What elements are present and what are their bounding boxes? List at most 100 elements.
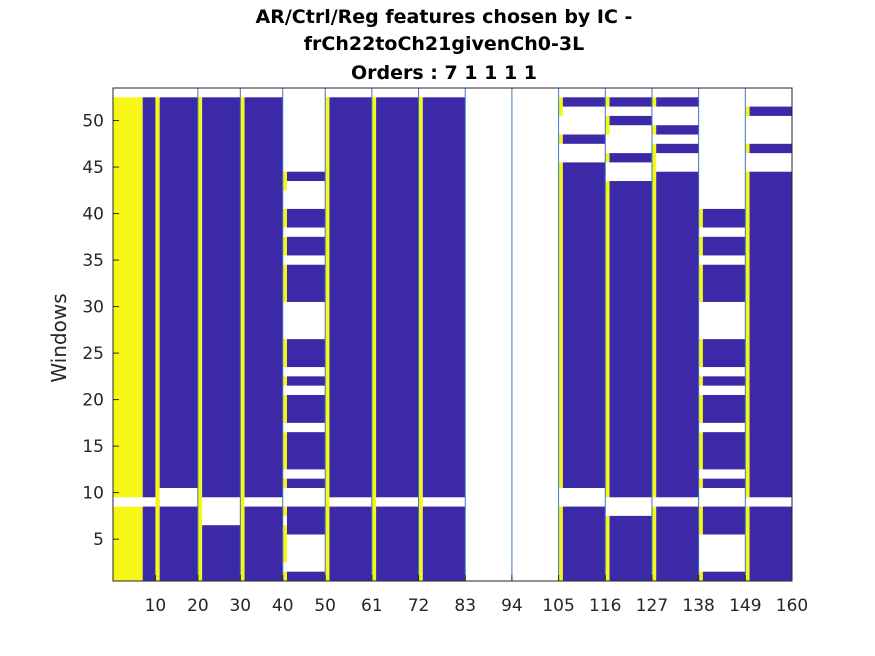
chosen-feature-cell <box>656 143 699 154</box>
order-feature-cell <box>282 506 287 516</box>
order-feature-cell <box>651 125 657 135</box>
x-tick-label: 61 <box>361 596 383 616</box>
order-feature-cell <box>605 181 610 498</box>
order-feature-cell <box>698 432 703 470</box>
chosen-feature-cell <box>702 339 746 368</box>
order-feature-cell <box>651 97 657 107</box>
order-feature-cell <box>745 171 750 498</box>
order-feature-cell <box>651 506 657 581</box>
x-tick-label: 94 <box>501 596 523 616</box>
chosen-feature-cell <box>609 115 652 126</box>
order-feature-cell <box>371 97 377 582</box>
order-feature-cell <box>698 339 703 368</box>
title-line-2: frCh22toCh21givenCh0-3L <box>304 33 584 55</box>
chosen-feature-cell <box>422 506 466 581</box>
x-tick-label: 10 <box>145 596 167 616</box>
order-feature-cell <box>698 264 703 302</box>
order-feature-cell <box>282 208 287 228</box>
chosen-feature-cell <box>142 506 156 581</box>
x-tick-label: 40 <box>272 596 294 616</box>
chosen-feature-cell <box>702 432 746 470</box>
chosen-feature-cell <box>702 506 746 535</box>
chosen-feature-cell <box>142 97 156 498</box>
chosen-feature-cell <box>244 506 283 581</box>
order-feature-cell <box>113 97 143 498</box>
chosen-feature-cell <box>702 394 746 423</box>
chosen-feature-cell <box>286 264 326 302</box>
order-feature-cell <box>698 236 703 256</box>
order-feature-cell <box>282 571 287 581</box>
x-tick-label: 149 <box>729 596 761 616</box>
chosen-feature-cell <box>244 97 283 498</box>
y-tick-label: 5 <box>93 530 104 550</box>
y-tick-label: 35 <box>82 251 104 271</box>
chosen-feature-cell <box>656 171 699 498</box>
order-feature-cell <box>282 432 287 470</box>
x-tick-label: 138 <box>682 596 714 616</box>
x-tick-label: 50 <box>314 596 336 616</box>
chosen-feature-cell <box>286 339 326 368</box>
order-feature-cell <box>558 162 563 488</box>
order-feature-cell <box>113 506 143 581</box>
order-feature-cell <box>745 143 750 154</box>
chart-title: AR/Ctrl/Reg features chosen by IC - frCh… <box>256 6 633 84</box>
order-feature-cell <box>282 478 287 488</box>
x-axis-ticks: 10 20 30 40 50 61 72 83 94 105 116 127 138 149 160 <box>145 575 808 616</box>
chosen-feature-cell <box>656 125 699 135</box>
order-feature-cell <box>698 478 703 488</box>
order-feature-cell <box>558 97 563 116</box>
y-axis-ticks: 5 10 15 20 25 30 35 40 45 50 <box>82 112 119 550</box>
order-feature-cell <box>282 236 287 256</box>
chosen-feature-cell <box>749 143 792 154</box>
chosen-feature-cell <box>702 376 746 386</box>
chosen-feature-cell <box>286 394 326 423</box>
title-line-3: Orders : 7 1 1 1 1 <box>351 62 537 84</box>
order-feature-cell <box>240 97 245 582</box>
chosen-feature-cell <box>286 171 326 182</box>
chosen-feature-cell <box>376 97 419 498</box>
order-feature-cell <box>418 97 423 582</box>
chosen-feature-cell <box>702 236 746 256</box>
order-feature-cell <box>698 394 703 423</box>
chosen-feature-cell <box>159 97 198 488</box>
order-feature-cell <box>282 171 287 191</box>
order-feature-cell <box>698 571 703 581</box>
order-feature-cell <box>558 506 563 581</box>
heatmap-cells <box>113 97 792 582</box>
chosen-feature-cell <box>286 236 326 256</box>
x-tick-label: 116 <box>589 596 621 616</box>
y-tick-label: 50 <box>82 112 104 132</box>
order-feature-cell <box>745 106 750 116</box>
order-feature-cell <box>651 143 657 498</box>
x-tick-label: 127 <box>636 596 668 616</box>
x-tick-label: 20 <box>187 596 209 616</box>
chosen-feature-cell <box>749 506 792 581</box>
chosen-feature-cell <box>286 208 326 228</box>
y-axis-label: Windows <box>47 293 71 382</box>
order-feature-cell <box>155 97 160 582</box>
chosen-feature-cell <box>202 97 241 498</box>
x-tick-label: 105 <box>542 596 574 616</box>
x-tick-label: 160 <box>776 596 808 616</box>
chosen-feature-cell <box>749 106 792 116</box>
order-feature-cell <box>282 264 287 302</box>
chosen-feature-cell <box>422 97 466 498</box>
chosen-feature-cell <box>202 525 241 581</box>
chosen-feature-cell <box>562 97 606 107</box>
x-tick-label: 72 <box>408 596 430 616</box>
order-feature-cell <box>698 506 703 535</box>
chosen-feature-cell <box>702 478 746 488</box>
chosen-feature-cell <box>609 515 652 581</box>
y-tick-label: 10 <box>82 484 104 504</box>
chosen-feature-cell <box>656 97 699 107</box>
order-feature-cell <box>605 115 610 135</box>
x-tick-label: 83 <box>454 596 476 616</box>
order-feature-cell <box>325 97 330 582</box>
order-feature-cell <box>698 208 703 228</box>
chosen-feature-cell <box>609 153 652 163</box>
y-tick-label: 25 <box>82 344 104 364</box>
axes-box <box>112 87 793 582</box>
y-tick-label: 40 <box>82 205 104 225</box>
plot-area: 10 20 30 40 50 61 72 83 94 105 116 127 138 149 160 5 10… <box>82 87 808 616</box>
